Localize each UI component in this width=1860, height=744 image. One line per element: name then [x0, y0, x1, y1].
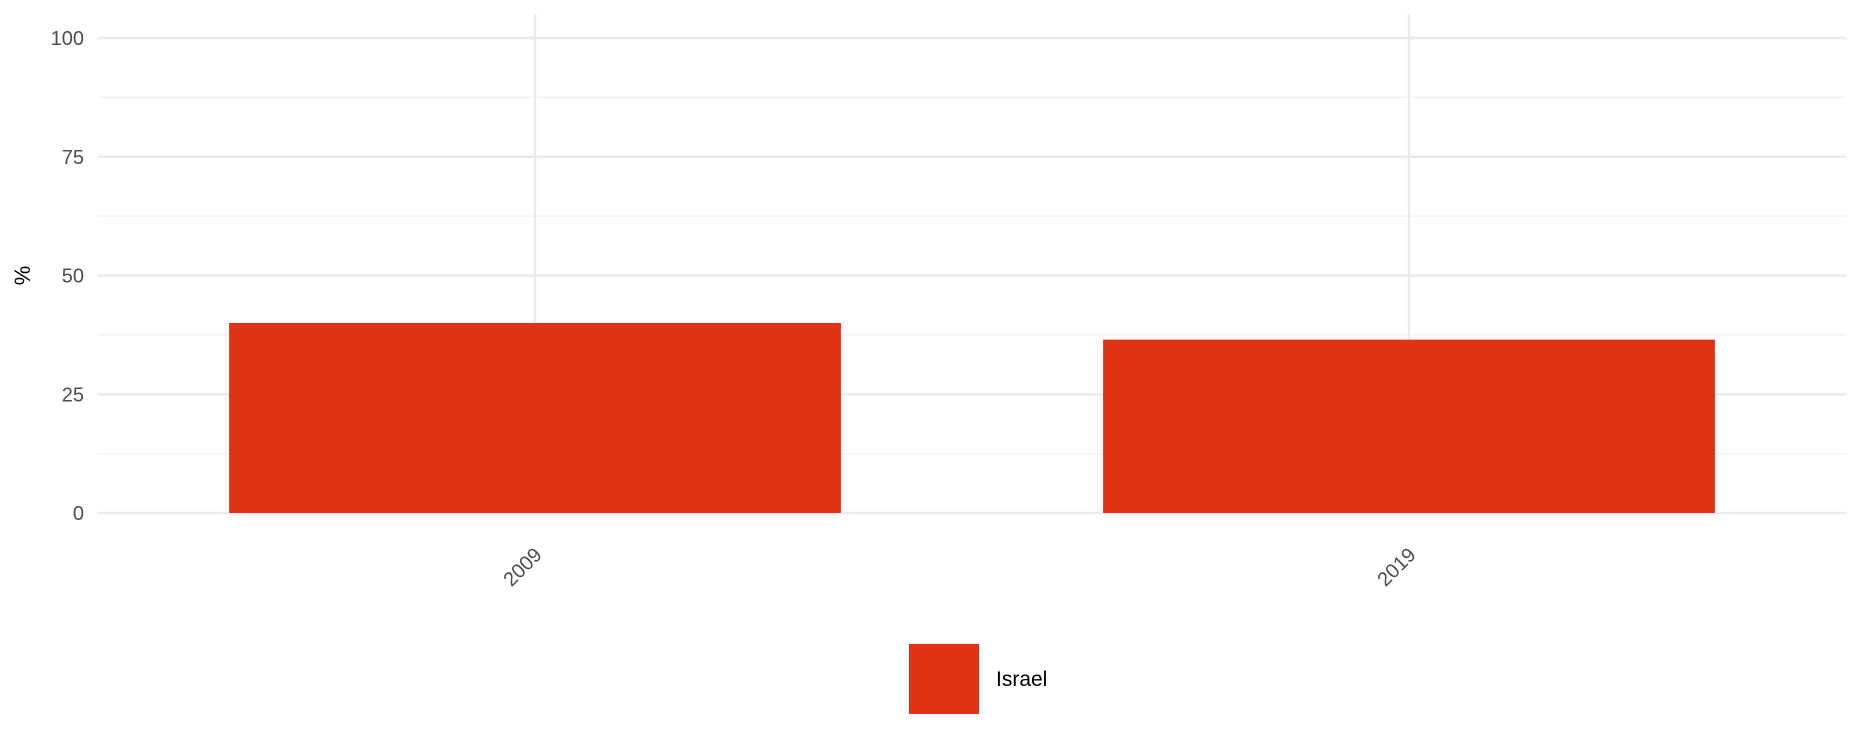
x-axis-ticks: 2009 2019 — [500, 544, 1421, 591]
legend-label: Israel — [996, 668, 1047, 691]
bar-2019 — [1103, 339, 1715, 513]
bars — [229, 323, 1715, 513]
y-tick-label: 50 — [62, 266, 84, 288]
legend: Israel — [909, 644, 1047, 714]
y-axis-title: % — [10, 266, 35, 286]
x-tick-label: 2019 — [1374, 544, 1421, 591]
legend-key — [909, 644, 979, 714]
y-tick-label: 100 — [51, 28, 84, 50]
y-axis-ticks: 0 25 50 75 100 — [51, 28, 84, 525]
y-tick-label: 75 — [62, 147, 84, 169]
x-tick-label: 2009 — [500, 544, 547, 591]
bar-2009 — [229, 323, 841, 513]
y-tick-label: 25 — [62, 384, 84, 406]
y-tick-label: 0 — [73, 503, 84, 525]
